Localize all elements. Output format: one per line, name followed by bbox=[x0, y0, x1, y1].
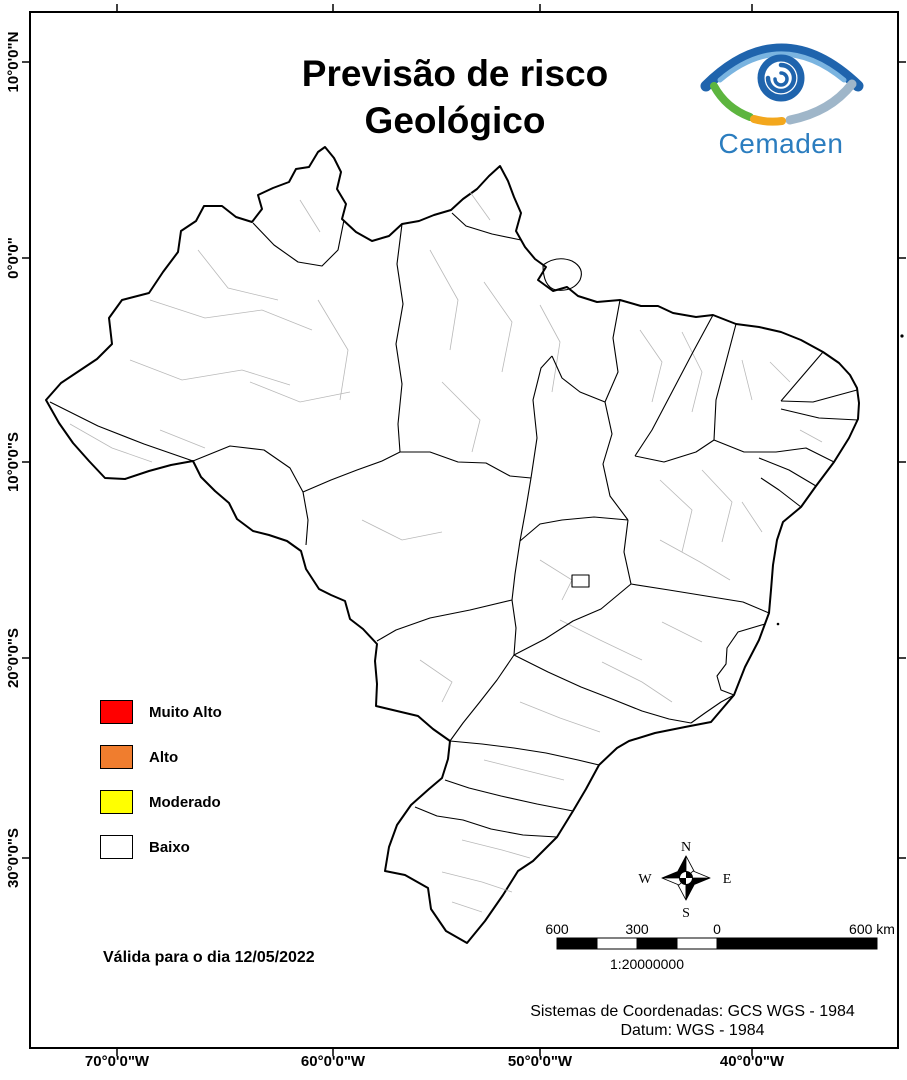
crs-info: Sistemas de Coordenadas: GCS WGS - 1984 … bbox=[495, 1002, 890, 1040]
scale-bar bbox=[556, 937, 878, 950]
legend-row-moderado: Moderado bbox=[100, 790, 222, 814]
map-title: Previsão de risco Geológico bbox=[155, 50, 755, 144]
lat-label-30s: 30°0'0"S bbox=[5, 827, 22, 889]
scale-ratio: 1:20000000 bbox=[610, 956, 684, 972]
crs-line1: Sistemas de Coordenadas: GCS WGS - 1984 bbox=[530, 1003, 855, 1020]
validity-date: Válida para o dia 12/05/2022 bbox=[103, 949, 315, 966]
state-boundaries bbox=[49, 212, 859, 838]
lat-label-20s: 20°0'0"S bbox=[5, 627, 22, 689]
scale-label-600-km: 600 km bbox=[849, 921, 895, 937]
lat-label-10n: 10°0'0"N bbox=[5, 31, 22, 93]
legend-swatch-moderado bbox=[100, 790, 133, 814]
legend-row-alto: Alto bbox=[100, 745, 222, 769]
crs-line2: Datum: WGS - 1984 bbox=[620, 1022, 765, 1039]
compass-rose: N S E W bbox=[638, 840, 731, 921]
legend-label-alto: Alto bbox=[149, 748, 179, 766]
compass-n-label: N bbox=[681, 840, 691, 855]
municipality-boundaries bbox=[69, 191, 823, 913]
legend-label-muito-alto: Muito Alto bbox=[149, 703, 222, 721]
compass-s-label: S bbox=[682, 906, 690, 921]
cemaden-logo: Cemaden bbox=[692, 28, 870, 160]
map-frame bbox=[29, 11, 899, 1049]
scale-label-0: 0 bbox=[713, 921, 721, 937]
lon-label-50w: 50°0'0"W bbox=[507, 1053, 573, 1070]
legend-row-muito-alto: Muito Alto bbox=[100, 700, 222, 724]
cemaden-logo-text: Cemaden bbox=[718, 128, 844, 159]
lon-label-60w: 60°0'0"W bbox=[300, 1053, 366, 1070]
legend-row-baixo: Baixo bbox=[100, 835, 222, 859]
risk-legend: Muito Alto Alto Moderado Baixo bbox=[100, 700, 222, 880]
lat-label-0: 0°0'0" bbox=[5, 237, 22, 279]
lon-label-70w: 70°0'0"W bbox=[84, 1053, 150, 1070]
scale-label-600-left: 600 bbox=[545, 921, 569, 937]
legend-swatch-muito-alto bbox=[100, 700, 133, 724]
compass-w-label: W bbox=[638, 872, 652, 887]
map-title-line2: Geológico bbox=[364, 100, 546, 141]
scale-label-300: 300 bbox=[625, 921, 649, 937]
legend-label-moderado: Moderado bbox=[149, 793, 221, 811]
lat-label-10s: 10°0'0"S bbox=[5, 431, 22, 493]
island-dots bbox=[776, 334, 904, 626]
brazil-outline bbox=[45, 146, 860, 944]
lon-label-40w: 40°0'0"W bbox=[719, 1053, 785, 1070]
compass-e-label: E bbox=[723, 872, 732, 887]
legend-swatch-baixo bbox=[100, 835, 133, 859]
cemaden-eye-icon bbox=[700, 43, 864, 126]
legend-swatch-alto bbox=[100, 745, 133, 769]
legend-label-baixo: Baixo bbox=[149, 838, 190, 856]
map-title-line1: Previsão de risco bbox=[301, 53, 609, 94]
graticule-ticks bbox=[22, 4, 906, 1056]
